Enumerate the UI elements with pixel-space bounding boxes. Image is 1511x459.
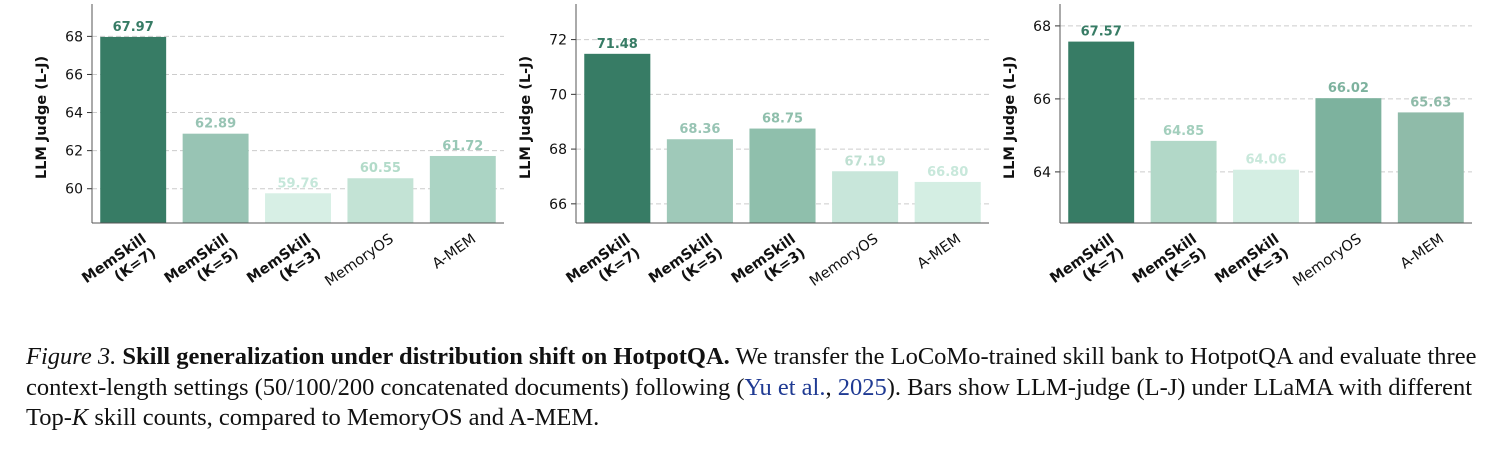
bar-value-label: 62.89 xyxy=(195,117,236,132)
citation-year-link[interactable]: 2025 xyxy=(837,373,887,401)
x-tick-label: MemoryOS xyxy=(322,231,396,290)
bar xyxy=(1397,112,1464,223)
bar-value-label: 68.36 xyxy=(679,122,720,137)
bar-value-label: 67.97 xyxy=(113,20,154,35)
bar-value-label: 61.72 xyxy=(442,139,483,154)
x-tick-label: A-MEM xyxy=(915,231,964,272)
x-tick-label-line: A-MEM xyxy=(1398,231,1447,272)
x-tick-label: MemSkill(K=5) xyxy=(1130,231,1210,301)
bar-value-label: 65.63 xyxy=(1410,95,1451,110)
y-axis-label: LLM Judge (L-J) xyxy=(518,56,534,179)
x-tick-label-line: A-MEM xyxy=(915,231,964,272)
caption-title: Skill generalization under distribution … xyxy=(122,343,730,370)
x-tick-label: MemSkill(K=3) xyxy=(1212,231,1292,301)
y-tick-label: 70 xyxy=(549,87,567,103)
bar-value-label: 59.76 xyxy=(277,176,318,191)
x-tick-label: A-MEM xyxy=(1398,231,1447,272)
bar-value-label: 60.55 xyxy=(360,161,401,176)
caption-k-symbol: K xyxy=(71,404,89,431)
y-axis-label: LLM Judge (L-J) xyxy=(34,56,50,179)
y-tick-label: 66 xyxy=(549,197,567,213)
bar xyxy=(832,171,899,223)
caption-text-1: We transfer the LoCoMo-trained skill ban… xyxy=(26,343,1477,401)
bar xyxy=(429,155,496,223)
bar-value-label: 68.75 xyxy=(762,112,803,127)
bar xyxy=(666,139,733,223)
figure-caption: Figure 3. Skill generalization under dis… xyxy=(26,342,1491,434)
caption-text-2: ). Bars show LLM-judge (L-J) under LLaMA… xyxy=(26,373,1473,432)
caption-label: Figure 3. xyxy=(26,343,117,370)
y-tick-label: 68 xyxy=(549,142,567,158)
bar xyxy=(347,178,414,223)
x-tick-label-line: MemoryOS xyxy=(1290,231,1364,290)
bar xyxy=(584,53,651,224)
y-tick-label: 68 xyxy=(1033,19,1051,35)
y-axis-label: LLM Judge (L-J) xyxy=(1002,56,1018,179)
bar xyxy=(1150,140,1217,223)
x-tick-label: MemSkill(K=5) xyxy=(646,231,726,301)
bar-value-label: 67.57 xyxy=(1081,25,1122,40)
bar-value-label: 64.85 xyxy=(1163,124,1204,139)
x-tick-label-line: A-MEM xyxy=(430,231,479,272)
x-tick-label: MemSkill(K=3) xyxy=(729,231,809,301)
y-tick-label: 64 xyxy=(1033,165,1051,181)
bar xyxy=(1068,41,1135,223)
y-tick-label: 66 xyxy=(1033,92,1051,108)
x-tick-label: MemSkill(K=7) xyxy=(79,231,159,301)
bar-value-label: 64.06 xyxy=(1245,153,1286,168)
x-tick-label: MemSkill(K=7) xyxy=(563,231,643,301)
y-tick-label: 66 xyxy=(65,67,83,83)
y-tick-label: 68 xyxy=(65,29,83,45)
caption-text-3: skill counts, compared to MemoryOS and A… xyxy=(88,404,600,431)
figure-panels: 60 62 64 66 68 67.97 62.89 59.76 60.55 61.72 LLM J… xyxy=(34,4,1472,301)
x-tick-label: MemoryOS xyxy=(1290,231,1364,290)
x-tick-label-line: MemoryOS xyxy=(322,231,396,290)
y-tick-label: 60 xyxy=(65,182,83,198)
bar-value-label: 66.80 xyxy=(927,165,968,180)
x-tick-label: MemoryOS xyxy=(807,231,881,290)
x-tick-label: MemSkill(K=5) xyxy=(162,231,242,301)
chart-panel-3: 64 66 68 67.57 64.85 64.06 66.02 65.63 LLM Judge… xyxy=(1002,4,1472,301)
x-tick-label: A-MEM xyxy=(430,231,479,272)
x-tick-label: MemSkill(K=7) xyxy=(1047,231,1127,301)
bar xyxy=(265,193,331,223)
chart-panel-2: 66 68 70 72 71.48 68.36 68.75 67.19 66.80 LLM Jud… xyxy=(518,4,989,301)
y-tick-label: 64 xyxy=(65,106,83,122)
bar-value-label: 71.48 xyxy=(597,37,638,52)
bar xyxy=(749,128,816,223)
bar xyxy=(914,181,981,223)
x-tick-label: MemSkill(K=3) xyxy=(244,231,324,301)
y-tick-label: 62 xyxy=(65,144,83,160)
bar-value-label: 67.19 xyxy=(845,154,886,169)
citation-separator: , xyxy=(825,373,838,401)
citation-author-link[interactable]: Yu et al. xyxy=(744,373,826,401)
y-tick-label: 72 xyxy=(549,33,567,49)
bar xyxy=(1233,169,1299,223)
bar-value-label: 66.02 xyxy=(1328,81,1369,96)
x-tick-label-line: MemoryOS xyxy=(807,231,881,290)
bar xyxy=(100,36,167,223)
bar xyxy=(1315,98,1382,223)
chart-panel-1: 60 62 64 66 68 67.97 62.89 59.76 60.55 61.72 LLM J… xyxy=(34,4,504,301)
bar xyxy=(182,133,249,223)
